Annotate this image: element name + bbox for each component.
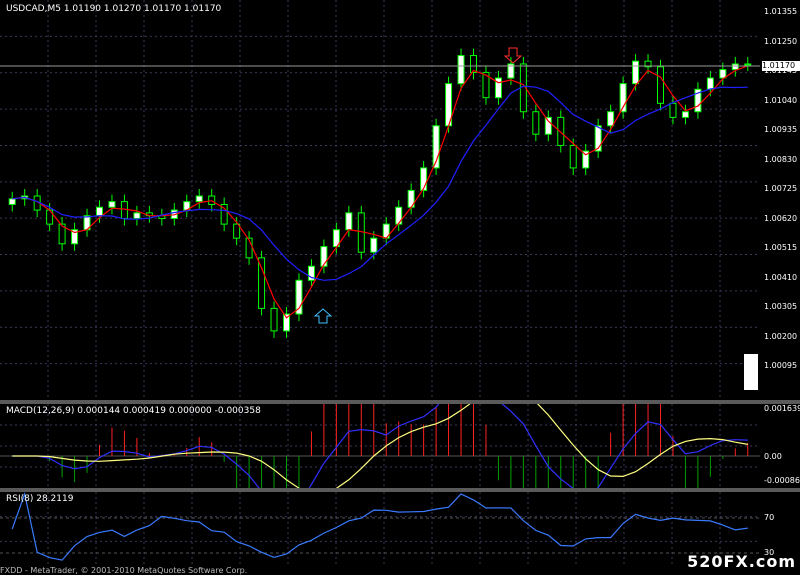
candle-body xyxy=(657,66,664,104)
candle-body xyxy=(432,125,440,169)
footer-copyright: FXDD - MetaTrader, © 2001-2010 MetaQuote… xyxy=(0,566,248,575)
candle-body xyxy=(719,69,727,79)
candle-body xyxy=(594,125,602,152)
candle-body xyxy=(457,55,465,85)
candle-body xyxy=(607,111,615,127)
current-price-tag: 1.01170 xyxy=(762,61,800,71)
candle-body xyxy=(644,60,652,68)
candle-body xyxy=(370,237,378,253)
pane-separator[interactable] xyxy=(0,488,800,492)
candle-body xyxy=(283,313,290,332)
candle-body xyxy=(307,265,315,281)
macd-label-bottom: -0.000860 xyxy=(764,476,800,485)
buy-arrow-icon xyxy=(313,308,333,324)
fast-ma-line xyxy=(12,65,749,319)
rsi-line xyxy=(11,492,748,561)
watermark-logo: 520FX.com xyxy=(687,552,796,571)
candle-body xyxy=(96,206,103,217)
candle-body xyxy=(619,83,627,113)
candle-body xyxy=(532,111,540,135)
macd-axis: 0.001639 0.00 -0.000860 xyxy=(760,404,800,488)
price-axis-label: 1.00515 xyxy=(764,243,798,252)
candle-body xyxy=(557,116,565,146)
candle-body xyxy=(694,88,702,113)
macd-title: MACD(12,26,9) 0.000144 0.000419 0.000000… xyxy=(6,406,261,416)
macd-label-zero: 0.00 xyxy=(764,452,782,461)
candle-body xyxy=(470,55,477,73)
rsi-label-70: 70 xyxy=(764,513,775,522)
main-chart-title: USDCAD,M5 1.01190 1.01270 1.01170 1.0117… xyxy=(6,4,222,14)
rsi-pane[interactable]: RSI(8) 28.2119 xyxy=(0,492,760,566)
candle-body xyxy=(395,206,403,225)
price-axis-label: 1.00305 xyxy=(764,302,798,311)
candle-body xyxy=(632,60,640,85)
candle-body xyxy=(681,111,689,118)
rsi-axis: 70 30 xyxy=(760,492,800,566)
rsi-label-30: 30 xyxy=(764,548,775,557)
candle-body xyxy=(133,212,141,219)
candle-body xyxy=(8,198,16,205)
pane-separator[interactable] xyxy=(0,400,800,404)
candle-body xyxy=(258,257,266,309)
main-chart-pane[interactable]: USDCAD,M5 1.01190 1.01270 1.01170 1.0117… xyxy=(0,0,760,400)
price-axis-label: 1.00095 xyxy=(764,361,798,370)
macd-signal-line xyxy=(12,404,748,488)
candle-body xyxy=(494,77,502,99)
macd-main-line xyxy=(12,404,748,488)
candle-body xyxy=(345,212,353,231)
price-axis-label: 1.01355 xyxy=(764,7,798,16)
price-axis-label: 1.00725 xyxy=(764,184,798,193)
macd-pane[interactable]: MACD(12,26,9) 0.000144 0.000419 0.000000… xyxy=(0,404,760,488)
candle-body xyxy=(706,77,714,90)
price-axis-label: 1.00935 xyxy=(764,125,798,134)
candle-body xyxy=(731,63,739,71)
candle-body xyxy=(420,167,428,191)
candle-body xyxy=(195,195,203,203)
candle-body xyxy=(482,71,490,99)
candle-body xyxy=(108,201,116,208)
candle-body xyxy=(507,63,515,79)
sell-arrow-icon xyxy=(503,47,523,64)
rsi-title: RSI(8) 28.2119 xyxy=(6,494,74,504)
price-axis-label: 1.00830 xyxy=(764,154,798,164)
macd-chart-svg xyxy=(0,404,760,488)
price-axis-label: 1.00620 xyxy=(764,213,798,223)
price-axis-label: 1.00200 xyxy=(764,331,798,341)
candle-body xyxy=(233,223,241,239)
candle-body xyxy=(120,201,128,219)
price-scale-bar xyxy=(744,354,758,390)
rsi-chart-svg xyxy=(0,492,760,566)
price-axis: 1.013551.012501.011451.010401.009351.008… xyxy=(760,0,800,400)
candle-body xyxy=(669,102,677,118)
macd-label-top: 0.001639 xyxy=(764,404,800,413)
candle-body xyxy=(569,144,577,169)
price-axis-label: 1.00410 xyxy=(764,272,798,282)
candle-body xyxy=(58,223,66,245)
slow-ma-line xyxy=(12,85,748,281)
candle-body xyxy=(320,246,328,267)
price-chart-svg xyxy=(0,0,760,400)
candle-body xyxy=(544,116,552,135)
candle-body xyxy=(270,307,278,332)
candle-body xyxy=(295,279,303,315)
candle-body xyxy=(582,150,590,169)
price-axis-label: 1.01250 xyxy=(764,36,798,46)
candle-body xyxy=(744,63,752,66)
candle-body xyxy=(220,203,228,225)
price-axis-label: 1.01040 xyxy=(764,95,798,105)
candle-body xyxy=(71,229,79,245)
